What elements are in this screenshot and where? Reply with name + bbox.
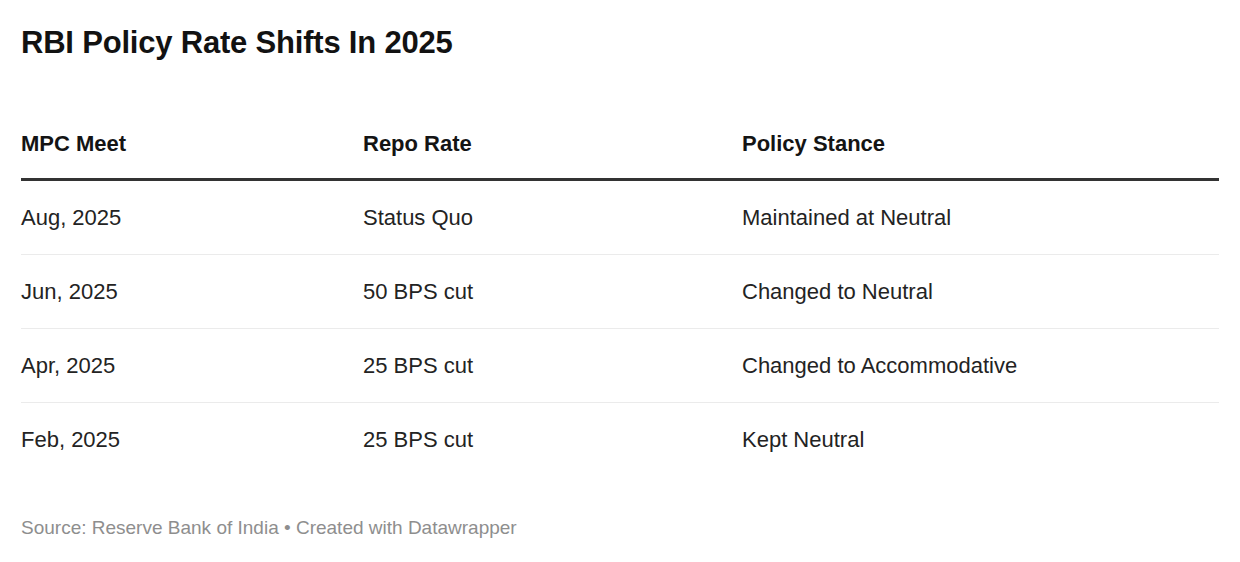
source-link[interactable]: Reserve Bank of India <box>92 517 279 538</box>
chart-footer: Source: Reserve Bank of India • Created … <box>21 516 1219 540</box>
cell-mpc-meet: Aug, 2025 <box>21 180 363 255</box>
footer-separator: • <box>279 517 296 538</box>
cell-repo-rate: 25 BPS cut <box>363 403 742 477</box>
cell-policy-stance: Changed to Accommodative <box>742 329 1219 403</box>
cell-policy-stance: Kept Neutral <box>742 403 1219 477</box>
column-header-policy-stance: Policy Stance <box>742 102 1219 180</box>
table-header: MPC Meet Repo Rate Policy Stance <box>21 102 1219 180</box>
chart-container: RBI Policy Rate Shifts In 2025 MPC Meet … <box>0 0 1240 540</box>
table-body: Aug, 2025 Status Quo Maintained at Neutr… <box>21 180 1219 477</box>
cell-policy-stance: Maintained at Neutral <box>742 180 1219 255</box>
datawrapper-attribution-link[interactable]: Created with Datawrapper <box>296 517 517 538</box>
column-header-mpc-meet: MPC Meet <box>21 102 363 180</box>
table-row: Jun, 2025 50 BPS cut Changed to Neutral <box>21 255 1219 329</box>
cell-policy-stance: Changed to Neutral <box>742 255 1219 329</box>
cell-mpc-meet: Feb, 2025 <box>21 403 363 477</box>
cell-repo-rate: Status Quo <box>363 180 742 255</box>
cell-mpc-meet: Jun, 2025 <box>21 255 363 329</box>
table-row: Feb, 2025 25 BPS cut Kept Neutral <box>21 403 1219 477</box>
cell-repo-rate: 50 BPS cut <box>363 255 742 329</box>
chart-title: RBI Policy Rate Shifts In 2025 <box>21 24 1219 62</box>
table-header-row: MPC Meet Repo Rate Policy Stance <box>21 102 1219 180</box>
source-label: Source: <box>21 517 92 538</box>
cell-repo-rate: 25 BPS cut <box>363 329 742 403</box>
cell-mpc-meet: Apr, 2025 <box>21 329 363 403</box>
table-row: Apr, 2025 25 BPS cut Changed to Accommod… <box>21 329 1219 403</box>
column-header-repo-rate: Repo Rate <box>363 102 742 180</box>
policy-rate-table: MPC Meet Repo Rate Policy Stance Aug, 20… <box>21 102 1219 476</box>
table-row: Aug, 2025 Status Quo Maintained at Neutr… <box>21 180 1219 255</box>
